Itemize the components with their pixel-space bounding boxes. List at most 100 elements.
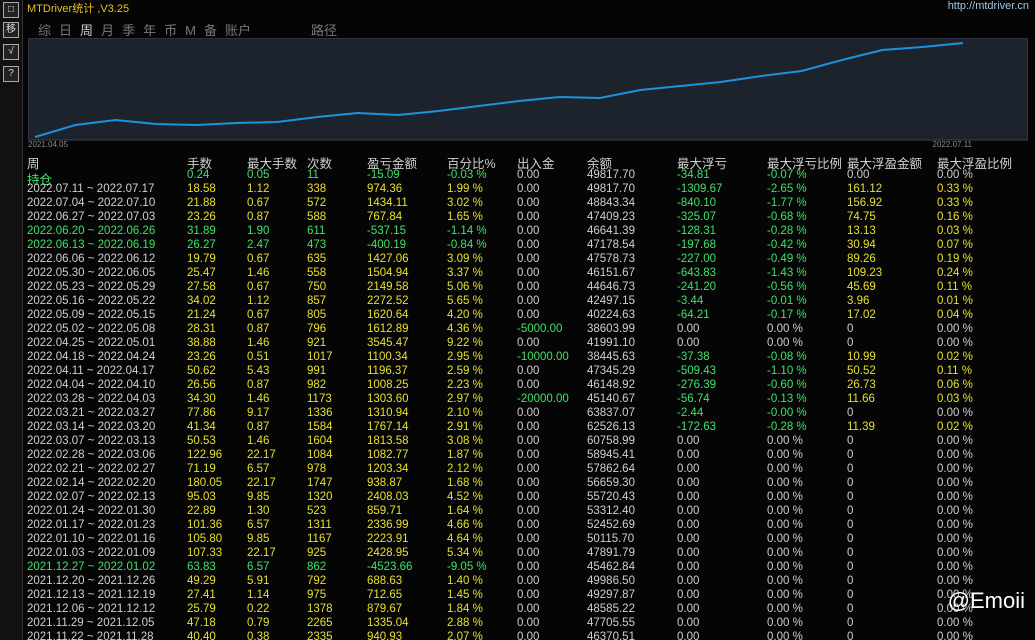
value-cell: 750 xyxy=(307,281,327,293)
value-cell: 27.58 xyxy=(187,281,216,293)
value-cell: 22.89 xyxy=(187,505,216,517)
value-cell: 49986.50 xyxy=(587,575,635,587)
value-cell: 1.12 xyxy=(247,183,270,195)
tool-icon[interactable]: □ xyxy=(3,2,19,18)
value-cell: 9.22 % xyxy=(447,337,483,349)
value-cell: 0.00 xyxy=(517,267,540,279)
value-cell: 0.00 % xyxy=(767,589,803,601)
value-cell: 1.87 % xyxy=(447,449,483,461)
tab[interactable]: M xyxy=(185,23,196,38)
tool-icon[interactable]: ? xyxy=(3,66,19,82)
value-cell: 49817.70 xyxy=(587,183,635,195)
tab[interactable]: 综 xyxy=(38,23,52,38)
value-cell: 48843.34 xyxy=(587,197,635,209)
value-cell: 47891.79 xyxy=(587,547,635,559)
value-cell: -128.31 xyxy=(677,225,717,237)
value-cell: -276.39 xyxy=(677,379,717,391)
value-cell: 19.79 xyxy=(187,253,216,265)
tab[interactable]: 年 xyxy=(143,23,157,38)
value-cell: 46641.39 xyxy=(587,225,635,237)
value-cell: 0.87 xyxy=(247,379,270,391)
value-cell: 0.00 xyxy=(517,253,540,265)
value-cell: 0.00 xyxy=(677,491,700,503)
value-cell: 991 xyxy=(307,365,327,377)
value-cell: 0.00 xyxy=(677,463,700,475)
value-cell: 0 xyxy=(847,533,854,545)
value-cell: 0.67 xyxy=(247,281,270,293)
value-cell: -2.44 xyxy=(677,407,704,419)
value-cell: 47578.73 xyxy=(587,253,635,265)
value-cell: 40224.63 xyxy=(587,309,635,321)
value-cell: 46151.67 xyxy=(587,267,635,279)
value-cell: 0.00 xyxy=(517,379,540,391)
value-cell: 1.99 % xyxy=(447,183,483,195)
value-cell: 0.00 % xyxy=(937,169,973,181)
value-cell: 1504.94 xyxy=(367,267,409,279)
column-header: 最大浮盈金额 xyxy=(847,157,923,171)
value-cell: 338 xyxy=(307,183,327,195)
tab[interactable]: 路径 xyxy=(310,23,337,38)
tab[interactable]: 币 xyxy=(164,23,178,38)
value-cell: 41991.10 xyxy=(587,337,635,349)
value-cell: -1.43 % xyxy=(767,267,807,279)
tab[interactable]: 账户 xyxy=(224,23,251,38)
value-cell: 0.19 % xyxy=(937,253,973,265)
value-cell: 71.19 xyxy=(187,463,216,475)
tab[interactable]: 备 xyxy=(203,23,217,38)
value-cell: 1167 xyxy=(307,533,332,545)
value-cell: 4.66 % xyxy=(447,519,483,531)
value-cell: -37.38 xyxy=(677,351,710,363)
value-cell: 1.46 xyxy=(247,435,270,447)
value-cell: 6.57 xyxy=(247,561,270,573)
value-cell: 1584 xyxy=(307,421,333,433)
value-cell: 0.03 % xyxy=(937,393,973,405)
x-end-label: 2022.07.11 xyxy=(933,140,973,149)
value-cell: 63.83 xyxy=(187,561,216,573)
value-cell: 0.00 % xyxy=(937,603,973,615)
value-cell: 4.36 % xyxy=(447,323,483,335)
value-cell: 18.58 xyxy=(187,183,216,195)
tool-icon[interactable]: 移 xyxy=(3,22,19,38)
value-cell: 0.87 xyxy=(247,421,270,433)
week-cell: 2022.05.30 ~ 2022.06.05 xyxy=(27,267,156,279)
column-header: 最大浮盈比例 xyxy=(937,157,1013,171)
value-cell: -241.20 xyxy=(677,281,717,293)
tab[interactable]: 月 xyxy=(101,23,115,38)
value-cell: 1.12 xyxy=(247,295,270,307)
value-cell: 52452.69 xyxy=(587,519,635,531)
value-cell: 975 xyxy=(307,589,327,601)
value-cell: 2.95 % xyxy=(447,351,483,363)
value-cell: 2.97 % xyxy=(447,393,483,405)
value-cell: 3.02 % xyxy=(447,197,483,209)
value-cell: -15.09 xyxy=(367,169,400,181)
value-cell: 4.20 % xyxy=(447,309,483,321)
value-cell: 53312.40 xyxy=(587,505,635,517)
tab[interactable]: 日 xyxy=(59,23,73,38)
value-cell: 1100.34 xyxy=(367,351,408,363)
value-cell: 0 xyxy=(847,477,854,489)
value-cell: 2.12 % xyxy=(447,463,483,475)
value-cell: 1.46 xyxy=(247,393,270,405)
value-cell: 2.59 % xyxy=(447,365,483,377)
value-cell: 21.24 xyxy=(187,309,216,321)
value-cell: -34.81 xyxy=(677,169,710,181)
tool-icon[interactable]: √ xyxy=(3,44,19,60)
value-cell: 0.00 xyxy=(517,477,540,489)
value-cell: 859.71 xyxy=(367,505,403,517)
value-cell: 0.24 % xyxy=(937,267,973,279)
value-cell: 161.12 xyxy=(847,183,883,195)
value-cell: 2.07 % xyxy=(447,631,483,640)
value-cell: 0.00 % xyxy=(767,631,803,640)
value-cell: 49.29 xyxy=(187,575,216,587)
tab-bar: 综日周月季年币 M 备账户 路径 xyxy=(38,20,345,39)
value-cell: 0.00 % xyxy=(767,477,803,489)
tab[interactable]: 季 xyxy=(122,23,136,38)
value-cell: 0.00 xyxy=(677,337,700,349)
tab[interactable]: 周 xyxy=(80,23,94,38)
value-cell: 0 xyxy=(847,603,854,615)
value-cell: 0.00 xyxy=(517,547,540,559)
value-cell: -0.49 % xyxy=(767,253,807,265)
site-link[interactable]: http://mtdriver.cn xyxy=(947,0,1029,12)
week-cell: 2021.12.20 ~ 2021.12.26 xyxy=(27,575,156,587)
balance-chart: 2021.04.05 2022.07.11 xyxy=(28,38,1028,149)
